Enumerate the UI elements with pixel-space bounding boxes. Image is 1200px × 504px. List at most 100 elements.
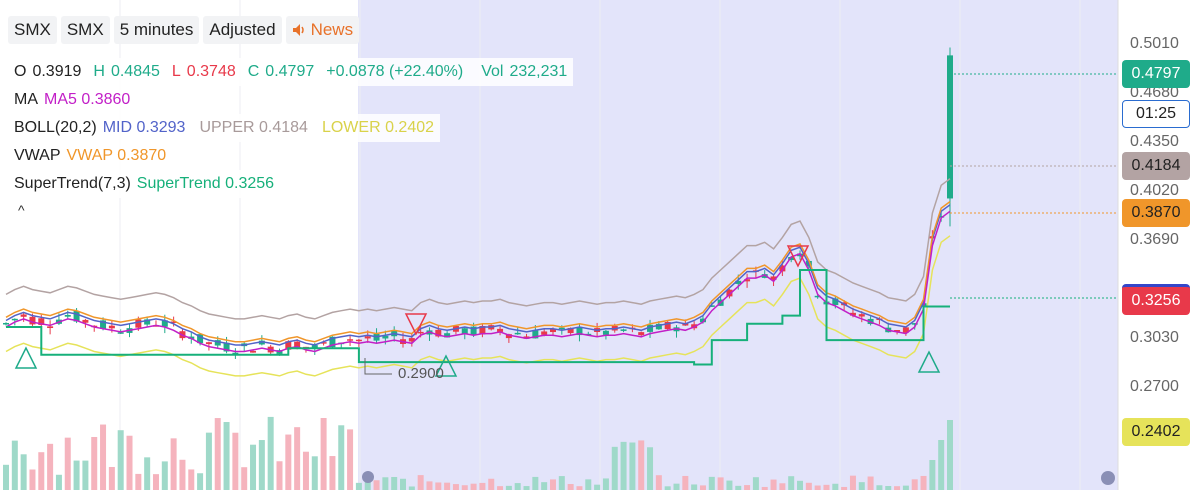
candle-body bbox=[382, 335, 389, 339]
candle-body bbox=[655, 323, 662, 330]
volume-bar bbox=[258, 440, 265, 490]
candle-body bbox=[514, 332, 521, 335]
volume-bar bbox=[47, 443, 54, 490]
high-label: H bbox=[93, 63, 105, 80]
volume-bar bbox=[761, 486, 768, 490]
volume-bar bbox=[135, 473, 142, 490]
volume-bar bbox=[373, 480, 380, 490]
exchange-chip[interactable]: SMX bbox=[60, 16, 110, 44]
volume-bar bbox=[232, 432, 239, 490]
ma-value: MA5 0.3860 bbox=[44, 91, 131, 108]
volume-bar bbox=[276, 461, 283, 490]
candle-body bbox=[417, 331, 424, 334]
volume-bar bbox=[29, 469, 36, 490]
candle-body bbox=[638, 332, 645, 336]
volume-label: Vol bbox=[481, 63, 504, 80]
candle-body bbox=[788, 257, 795, 261]
buy-signal-marker bbox=[917, 350, 941, 373]
supertrend-badge: 0.3256 bbox=[1122, 284, 1190, 315]
candle-body bbox=[364, 336, 371, 339]
volume-bar bbox=[655, 475, 662, 490]
open-value: 0.3919 bbox=[32, 63, 82, 80]
price-tick: 0.4020 bbox=[1130, 182, 1179, 199]
volume-bar bbox=[391, 476, 398, 490]
news-label: News bbox=[310, 20, 354, 39]
volume-bar bbox=[267, 416, 274, 490]
volume-bar bbox=[691, 484, 698, 490]
boll-row[interactable]: BOLL(20,2) MID 0.3293 UPPER 0.4184 LOWER… bbox=[8, 114, 441, 142]
volume-bar bbox=[250, 444, 257, 490]
candle-body bbox=[20, 314, 27, 317]
volume-bar bbox=[585, 479, 592, 490]
candle-body bbox=[250, 350, 257, 353]
volume-bar bbox=[938, 440, 945, 490]
volume-bar bbox=[223, 422, 230, 490]
candle-body bbox=[770, 276, 777, 280]
volume-bar bbox=[894, 486, 901, 490]
candle-body bbox=[347, 339, 354, 341]
vwap-row[interactable]: VWAP VWAP 0.3870 bbox=[8, 142, 173, 170]
sell-signal-marker bbox=[404, 313, 428, 336]
candle-body bbox=[100, 320, 107, 329]
volume-bar bbox=[788, 476, 795, 490]
candle-body bbox=[894, 330, 901, 332]
supertrend-value: SuperTrend 0.3256 bbox=[136, 175, 275, 192]
volume-bar bbox=[347, 429, 354, 490]
volume-bar bbox=[170, 438, 177, 490]
volume-bar bbox=[179, 459, 186, 490]
volume-bar bbox=[126, 435, 133, 490]
volume-bar bbox=[100, 424, 107, 490]
candle-body bbox=[117, 332, 124, 334]
collapse-legend-icon[interactable]: ^ bbox=[18, 202, 25, 218]
low-price-marker: 0.2900 bbox=[398, 365, 444, 382]
volume-bar bbox=[770, 479, 777, 490]
boll-upper-value: UPPER 0.4184 bbox=[199, 119, 308, 136]
volume-bar bbox=[64, 437, 71, 490]
volume-bar bbox=[452, 484, 459, 490]
volume-bar bbox=[849, 475, 856, 490]
volume-bar bbox=[699, 485, 706, 490]
adjustment-chip[interactable]: Adjusted bbox=[203, 16, 282, 44]
volume-bar bbox=[744, 485, 751, 490]
volume-bar bbox=[444, 482, 451, 490]
boll-upper-line bbox=[5, 178, 951, 320]
candle-body bbox=[355, 339, 362, 342]
news-button[interactable]: News bbox=[285, 16, 360, 44]
boll-mid-value: MID 0.3293 bbox=[102, 119, 186, 136]
ma-row[interactable]: MA MA5 0.3860 bbox=[8, 86, 137, 114]
volume-bar bbox=[488, 478, 495, 490]
volume-bar bbox=[717, 477, 724, 490]
volume-bar bbox=[38, 452, 45, 490]
candle-body bbox=[814, 295, 821, 298]
volume-bar bbox=[514, 483, 521, 490]
symbol-chip[interactable]: SMX bbox=[8, 16, 57, 44]
volume-bar bbox=[876, 485, 883, 490]
volume-bars bbox=[3, 416, 953, 490]
volume-bar bbox=[311, 456, 318, 490]
candle-body bbox=[461, 328, 468, 335]
high-value: 0.4845 bbox=[110, 63, 160, 80]
candle-body bbox=[532, 330, 539, 339]
volume-bar bbox=[108, 466, 115, 490]
volume-bar bbox=[417, 475, 424, 490]
candle-body bbox=[258, 340, 265, 345]
volume-bar bbox=[400, 478, 407, 490]
candle-body bbox=[779, 265, 786, 272]
volume-bar bbox=[470, 483, 477, 490]
price-tick: 0.4350 bbox=[1130, 133, 1179, 150]
candle-body bbox=[858, 314, 865, 317]
volume-bar bbox=[858, 482, 865, 490]
interval-chip[interactable]: 5 minutes bbox=[113, 16, 200, 44]
volume-bar bbox=[664, 486, 671, 490]
volume-bar bbox=[144, 457, 151, 490]
volume-bar bbox=[576, 486, 583, 490]
candle-body bbox=[541, 331, 548, 335]
volume-bar bbox=[682, 475, 689, 490]
supertrend-row[interactable]: SuperTrend(7,3) SuperTrend 0.3256 bbox=[8, 170, 281, 198]
volume-bar bbox=[294, 427, 301, 490]
candle-body bbox=[444, 333, 451, 338]
price-tick: 0.2700 bbox=[1130, 378, 1179, 395]
supertrend-name: SuperTrend(7,3) bbox=[14, 175, 131, 192]
